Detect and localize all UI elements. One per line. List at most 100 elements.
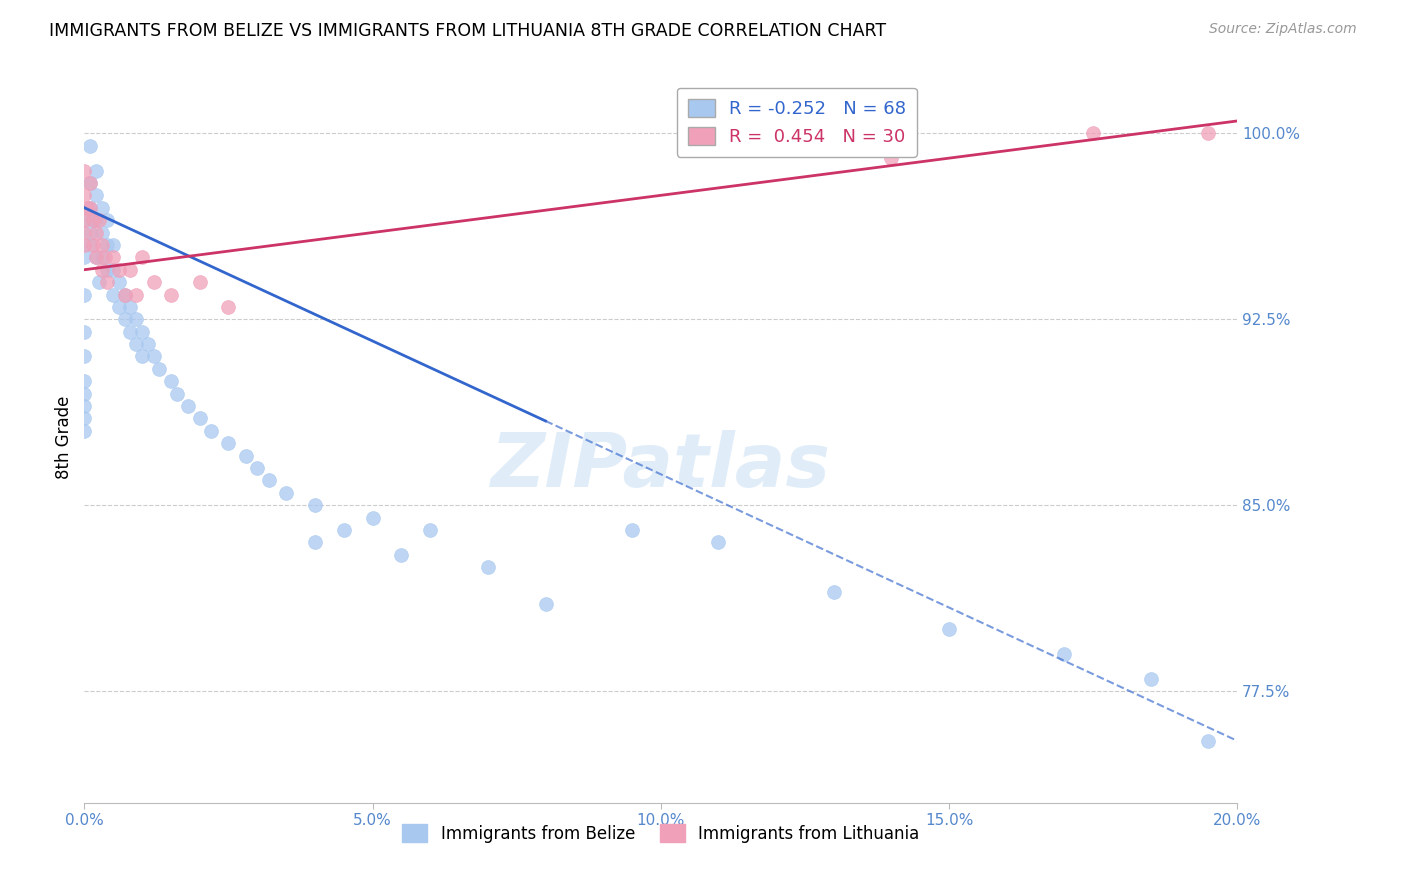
- Point: [84, 213, 107, 227]
- Point: [391, 548, 413, 562]
- Point: [131, 325, 153, 339]
- Point: [880, 151, 903, 165]
- Point: [87, 275, 110, 289]
- Point: [82, 213, 104, 227]
- Point: [131, 250, 153, 264]
- Point: [96, 262, 118, 277]
- Point: [90, 226, 112, 240]
- Point: [73, 250, 96, 264]
- Point: [84, 250, 107, 264]
- Point: [79, 176, 101, 190]
- Point: [257, 474, 280, 488]
- Point: [120, 300, 142, 314]
- Point: [304, 535, 326, 549]
- Point: [73, 386, 96, 401]
- Point: [103, 262, 124, 277]
- Text: IMMIGRANTS FROM BELIZE VS IMMIGRANTS FROM LITHUANIA 8TH GRADE CORRELATION CHART: IMMIGRANTS FROM BELIZE VS IMMIGRANTS FRO…: [49, 22, 886, 40]
- Point: [621, 523, 644, 537]
- Point: [73, 325, 96, 339]
- Point: [79, 138, 101, 153]
- Point: [79, 238, 101, 252]
- Point: [73, 188, 96, 202]
- Point: [125, 287, 148, 301]
- Point: [103, 287, 124, 301]
- Point: [160, 374, 183, 388]
- Point: [419, 523, 441, 537]
- Point: [73, 163, 96, 178]
- Point: [73, 213, 96, 227]
- Point: [304, 498, 326, 512]
- Point: [108, 275, 131, 289]
- Point: [218, 436, 240, 450]
- Point: [79, 226, 101, 240]
- Point: [87, 213, 110, 227]
- Point: [823, 585, 845, 599]
- Point: [125, 337, 148, 351]
- Point: [707, 535, 730, 549]
- Point: [79, 201, 101, 215]
- Point: [84, 188, 107, 202]
- Text: Source: ZipAtlas.com: Source: ZipAtlas.com: [1209, 22, 1357, 37]
- Point: [108, 262, 131, 277]
- Point: [90, 262, 112, 277]
- Point: [90, 238, 112, 252]
- Point: [82, 238, 104, 252]
- Point: [166, 386, 188, 401]
- Point: [120, 262, 142, 277]
- Point: [73, 411, 96, 425]
- Point: [142, 350, 165, 364]
- Point: [120, 325, 142, 339]
- Text: ZIPatlas: ZIPatlas: [491, 430, 831, 503]
- Point: [114, 287, 136, 301]
- Legend: Immigrants from Belize, Immigrants from Lithuania: Immigrants from Belize, Immigrants from …: [395, 818, 927, 849]
- Point: [534, 598, 557, 612]
- Point: [477, 560, 499, 574]
- Point: [96, 275, 118, 289]
- Point: [73, 238, 96, 252]
- Point: [93, 250, 115, 264]
- Point: [82, 213, 104, 227]
- Point: [1083, 126, 1105, 140]
- Point: [114, 312, 136, 326]
- Point: [246, 461, 269, 475]
- Point: [73, 213, 96, 227]
- Y-axis label: 8th Grade: 8th Grade: [55, 395, 73, 479]
- Point: [73, 350, 96, 364]
- Point: [79, 176, 101, 190]
- Point: [1140, 672, 1163, 686]
- Point: [1198, 734, 1220, 748]
- Point: [200, 424, 222, 438]
- Point: [73, 399, 96, 413]
- Point: [136, 337, 159, 351]
- Point: [96, 213, 118, 227]
- Point: [108, 300, 131, 314]
- Point: [103, 250, 124, 264]
- Point: [361, 510, 384, 524]
- Point: [276, 486, 298, 500]
- Point: [148, 362, 170, 376]
- Point: [96, 238, 118, 252]
- Point: [142, 275, 165, 289]
- Point: [1053, 647, 1076, 661]
- Point: [125, 312, 148, 326]
- Point: [188, 411, 211, 425]
- Point: [160, 287, 183, 301]
- Point: [235, 449, 257, 463]
- Point: [177, 399, 200, 413]
- Point: [90, 201, 112, 215]
- Point: [103, 238, 124, 252]
- Point: [73, 226, 96, 240]
- Point: [84, 250, 107, 264]
- Point: [84, 226, 107, 240]
- Point: [73, 287, 96, 301]
- Point: [76, 201, 98, 215]
- Point: [73, 424, 96, 438]
- Point: [131, 350, 153, 364]
- Point: [333, 523, 356, 537]
- Point: [218, 300, 240, 314]
- Point: [114, 287, 136, 301]
- Point: [79, 201, 101, 215]
- Point: [938, 622, 960, 636]
- Point: [90, 250, 112, 264]
- Point: [73, 374, 96, 388]
